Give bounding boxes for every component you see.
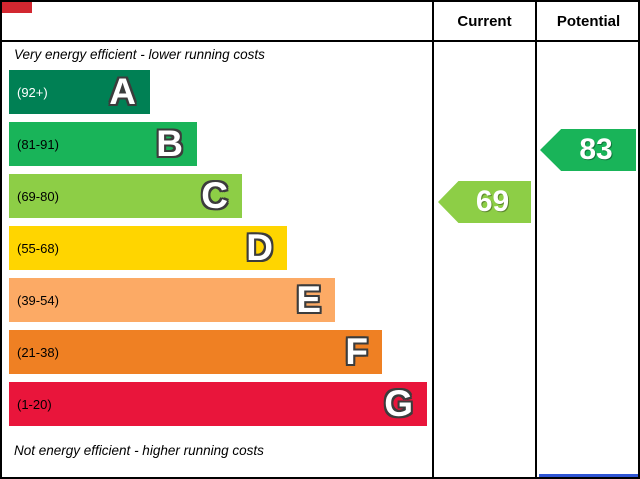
band-row-c: (69-80) C: [9, 174, 430, 226]
band-letter: C: [201, 174, 228, 216]
band-letter: D: [246, 226, 273, 268]
band-row-a: (92+) A: [9, 70, 430, 122]
band-bar-f: (21-38) F: [9, 330, 382, 374]
band-bar-c: (69-80) C: [9, 174, 242, 218]
bottom-caption: Not energy efficient - higher running co…: [14, 443, 264, 458]
current-column-header: Current: [457, 12, 512, 30]
band-range-label: (92+): [17, 84, 48, 100]
band-letter: G: [384, 382, 413, 424]
band-letter: F: [345, 330, 368, 372]
band-range-label: (39-54): [17, 292, 59, 308]
band-row-b: (81-91) B: [9, 122, 430, 174]
top-caption: Very energy efficient - lower running co…: [14, 47, 265, 62]
band-letter: A: [109, 70, 136, 112]
potential-rating-arrow: 83: [540, 129, 636, 171]
red-corner-mark: [2, 2, 32, 13]
potential-column-header: Potential: [556, 12, 621, 30]
band-letter: E: [296, 278, 321, 320]
current-rating-arrow: 69: [438, 181, 531, 223]
band-range-label: (21-38): [17, 344, 59, 360]
band-row-e: (39-54) E: [9, 278, 430, 330]
band-range-label: (55-68): [17, 240, 59, 256]
potential-column-divider: [535, 2, 537, 477]
band-bar-e: (39-54) E: [9, 278, 335, 322]
band-range-label: (81-91): [17, 136, 59, 152]
band-bar-d: (55-68) D: [9, 226, 287, 270]
current-column-divider: [432, 2, 434, 477]
band-range-label: (1-20): [17, 396, 52, 412]
band-row-g: (1-20) G: [9, 382, 430, 434]
current-rating-value: 69: [475, 185, 510, 218]
band-letter: B: [156, 122, 183, 164]
band-bar-b: (81-91) B: [9, 122, 197, 166]
band-bar-a: (92+) A: [9, 70, 150, 114]
band-row-d: (55-68) D: [9, 226, 430, 278]
band-bar-g: (1-20) G: [9, 382, 427, 426]
blue-bottom-line: [539, 474, 638, 477]
band-row-f: (21-38) F: [9, 330, 430, 382]
header-divider: [2, 40, 638, 42]
potential-rating-value: 83: [579, 133, 613, 166]
band-range-label: (69-80): [17, 188, 59, 204]
rating-bands: (92+) A (81-91) B (69-80) C (55-68) D (39-54) E (2…: [9, 70, 430, 434]
